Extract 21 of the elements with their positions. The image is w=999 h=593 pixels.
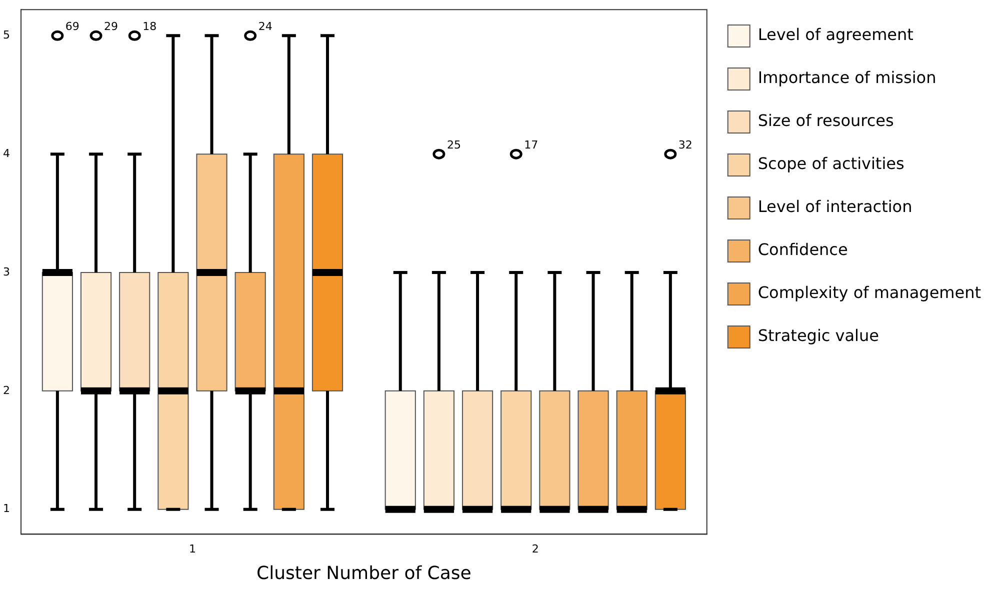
legend-label: Size of resources xyxy=(758,111,894,130)
annotation: 69 xyxy=(65,20,80,34)
legend-label: Strategic value xyxy=(758,326,879,346)
x-axis-title: Cluster Number of Case xyxy=(256,562,472,584)
y-tick-label: 5 xyxy=(3,28,10,42)
y-tick-label: 3 xyxy=(3,265,10,278)
legend-label: Level of agreement xyxy=(758,25,914,44)
y-tick-label: 1 xyxy=(3,502,10,516)
legend-label: Level of interaction xyxy=(758,197,912,216)
y-tick-label: 4 xyxy=(3,146,10,160)
y-tick-label: 2 xyxy=(3,384,10,397)
legend-label: Confidence xyxy=(758,240,848,260)
annotation: 32 xyxy=(678,138,692,152)
annotation: 24 xyxy=(258,20,272,34)
annotation: 25 xyxy=(446,138,461,152)
annotation: 18 xyxy=(142,20,157,34)
legend-label: Scope of activities xyxy=(758,154,904,174)
legend-label: Importance of mission xyxy=(758,68,936,88)
annotation: 29 xyxy=(104,20,118,34)
annotation: 17 xyxy=(524,138,538,152)
legend-label: Complexity of management xyxy=(758,283,981,302)
